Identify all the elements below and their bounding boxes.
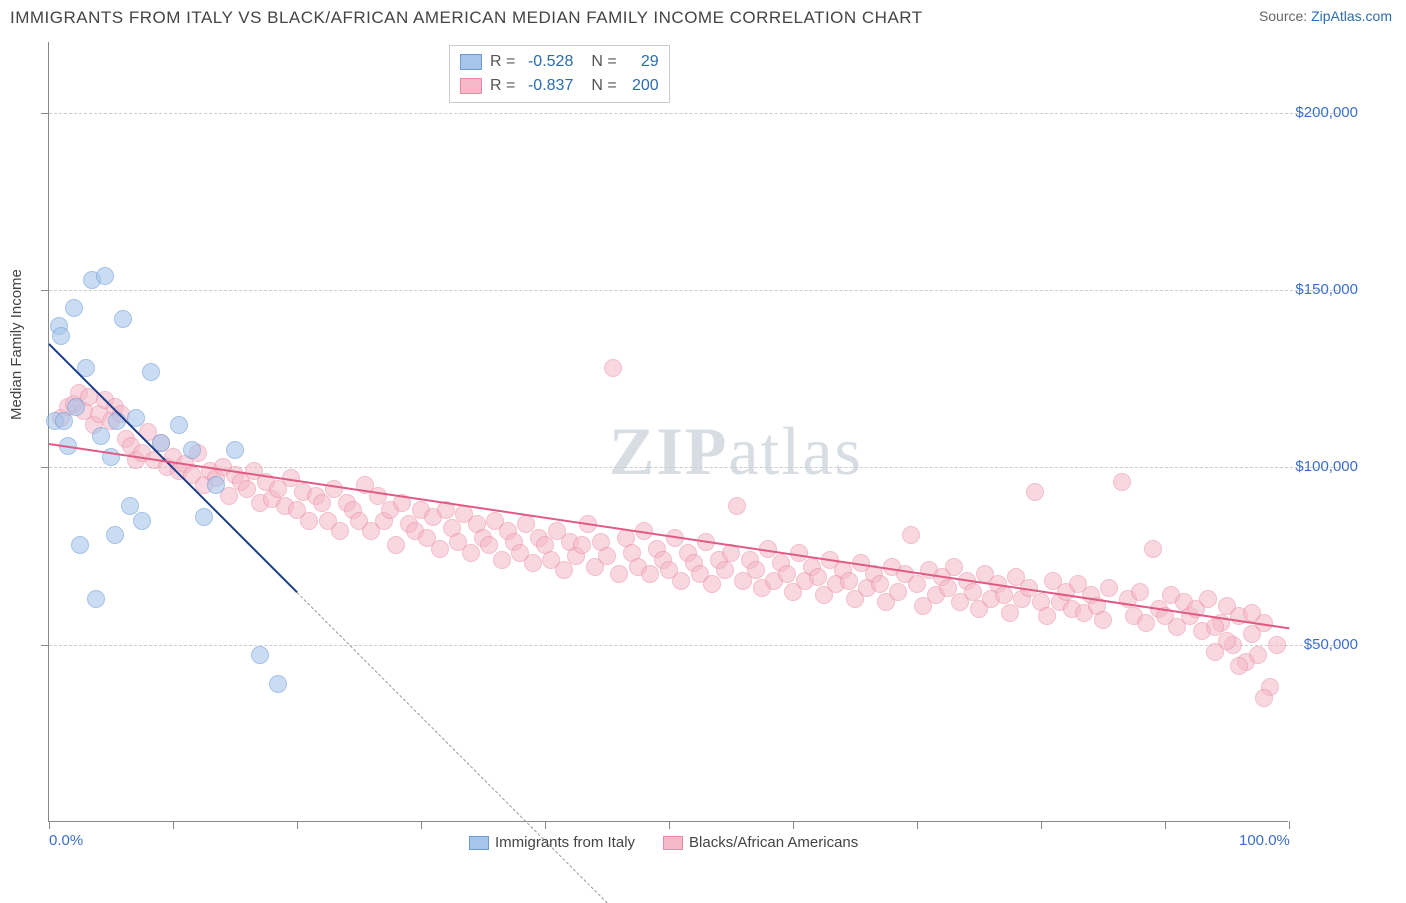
data-point: [1026, 483, 1044, 501]
r-value-2: -0.837: [523, 77, 573, 95]
data-point: [170, 416, 188, 434]
data-point: [142, 363, 160, 381]
data-point: [703, 575, 721, 593]
chart-title: IMMIGRANTS FROM ITALY VS BLACK/AFRICAN A…: [10, 8, 923, 28]
y-axis-label: Median Family Income: [8, 269, 25, 420]
data-point: [1038, 607, 1056, 625]
legend-swatch-pink: [460, 78, 482, 94]
source-attribution: Source: ZipAtlas.com: [1259, 8, 1392, 24]
legend-label-1: Immigrants from Italy: [495, 834, 635, 851]
data-point: [1113, 473, 1131, 491]
data-point: [1199, 590, 1217, 608]
r-label: R =: [490, 53, 515, 71]
data-point: [1131, 583, 1149, 601]
trend-line: [49, 443, 1289, 629]
n-label: N =: [591, 53, 616, 71]
data-point: [71, 536, 89, 554]
data-point: [840, 572, 858, 590]
data-point: [1218, 632, 1236, 650]
data-point: [672, 572, 690, 590]
data-point: [1268, 636, 1286, 654]
data-point: [902, 526, 920, 544]
n-value-2: 200: [625, 77, 659, 95]
data-point: [1206, 618, 1224, 636]
data-point: [1094, 611, 1112, 629]
data-point: [462, 544, 480, 562]
data-point: [96, 267, 114, 285]
data-point: [114, 310, 132, 328]
data-point: [604, 359, 622, 377]
data-point: [809, 568, 827, 586]
scatter-plot-area: ZIPatlas R = -0.528 N = 29 R = -0.837 N …: [48, 42, 1288, 822]
data-point: [87, 590, 105, 608]
data-point: [1100, 579, 1118, 597]
stats-row-series2: R = -0.837 N = 200: [460, 74, 659, 98]
data-point: [67, 398, 85, 416]
data-point: [573, 536, 591, 554]
legend-swatch-pink: [663, 836, 683, 850]
data-point: [524, 554, 542, 572]
data-point: [716, 561, 734, 579]
data-point: [747, 561, 765, 579]
data-point: [995, 586, 1013, 604]
data-point: [207, 476, 225, 494]
data-point: [387, 536, 405, 554]
data-point: [108, 412, 126, 430]
data-point: [55, 412, 73, 430]
data-point: [598, 547, 616, 565]
data-point: [1255, 689, 1273, 707]
legend-label-2: Blacks/African Americans: [689, 834, 858, 851]
data-point: [183, 441, 201, 459]
data-point: [1243, 604, 1261, 622]
legend-swatch-blue: [460, 54, 482, 70]
source-prefix: Source:: [1259, 8, 1311, 24]
y-tick-label: $200,000: [1278, 104, 1358, 121]
data-point: [65, 299, 83, 317]
data-point: [610, 565, 628, 583]
data-point: [728, 497, 746, 515]
data-point: [1001, 604, 1019, 622]
data-point: [908, 575, 926, 593]
data-point: [133, 512, 151, 530]
data-point: [52, 327, 70, 345]
source-link[interactable]: ZipAtlas.com: [1311, 8, 1392, 24]
data-point: [1137, 614, 1155, 632]
stats-row-series1: R = -0.528 N = 29: [460, 50, 659, 74]
data-point: [431, 540, 449, 558]
n-label: N =: [591, 77, 616, 95]
x-tick-label: 0.0%: [49, 832, 83, 849]
data-point: [964, 583, 982, 601]
legend-swatch-blue: [469, 836, 489, 850]
y-tick-label: $100,000: [1278, 458, 1358, 475]
data-point: [1144, 540, 1162, 558]
data-point: [331, 522, 349, 540]
data-point: [889, 583, 907, 601]
data-point: [555, 561, 573, 579]
data-point: [195, 508, 213, 526]
data-point: [1230, 657, 1248, 675]
x-tick-label: 100.0%: [1239, 832, 1290, 849]
r-label: R =: [490, 77, 515, 95]
trend-line-extrapolation: [297, 592, 608, 903]
n-value-1: 29: [625, 53, 659, 71]
r-value-1: -0.528: [523, 53, 573, 71]
data-point: [300, 512, 318, 530]
y-tick-label: $50,000: [1278, 636, 1358, 653]
data-point: [269, 675, 287, 693]
data-point: [641, 565, 659, 583]
data-point: [226, 441, 244, 459]
correlation-stats-box: R = -0.528 N = 29 R = -0.837 N = 200: [449, 45, 670, 103]
data-point: [778, 565, 796, 583]
data-point: [1249, 646, 1267, 664]
data-point: [313, 494, 331, 512]
data-point: [251, 646, 269, 664]
legend: Immigrants from Italy Blacks/African Ame…: [469, 834, 858, 851]
y-tick-label: $150,000: [1278, 281, 1358, 298]
legend-item-2: Blacks/African Americans: [663, 834, 858, 851]
watermark: ZIPatlas: [609, 412, 863, 491]
data-point: [871, 575, 889, 593]
data-point: [92, 427, 110, 445]
data-point: [493, 551, 511, 569]
data-point: [106, 526, 124, 544]
